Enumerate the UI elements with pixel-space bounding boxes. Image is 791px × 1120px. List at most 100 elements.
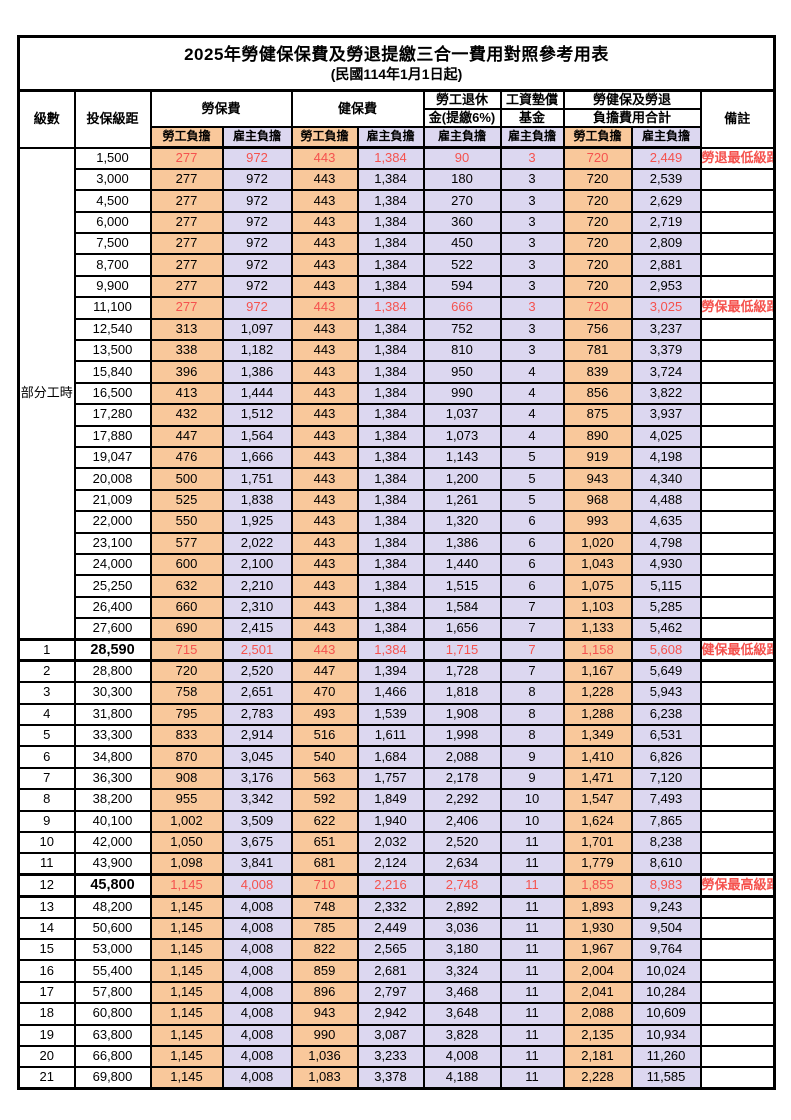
bracket-cell: 66,800 [73, 1044, 152, 1069]
value-cell: 1,145 [149, 937, 224, 962]
value-cell: 632 [149, 574, 224, 598]
table-row: 7,500 277 972 443 1,384 450 3 720 2,809 [19, 232, 776, 256]
value-cell: 11 [499, 980, 565, 1005]
value-cell: 2,520 [221, 659, 293, 684]
value-cell: 277 [149, 210, 224, 235]
value-cell: 1,384 [356, 338, 425, 363]
value-cell: 470 [290, 681, 359, 705]
remark-cell [699, 167, 776, 192]
table-row: 15 53,000 1,145 4,008 822 2,565 3,180 11 1,967 9,… [17, 937, 776, 962]
value-cell: 795 [149, 702, 224, 727]
bracket-cell: 19,047 [73, 445, 152, 470]
remark-cell [699, 317, 776, 342]
value-cell: 1,564 [221, 424, 293, 448]
value-cell: 2,178 [422, 766, 502, 791]
table-row: 26,400 660 2,310 443 1,384 1,584 7 1,103 5,285 [19, 595, 776, 620]
value-cell: 1,145 [149, 959, 224, 983]
value-cell: 1,384 [356, 232, 425, 256]
table-row: 10 42,000 1,050 3,675 651 2,032 2,520 11 1,701 8,… [17, 830, 776, 855]
value-cell: 10 [499, 809, 565, 834]
value-cell: 592 [290, 788, 359, 812]
value-cell: 720 [562, 232, 633, 256]
value-cell: 450 [422, 232, 502, 256]
value-cell: 3 [499, 146, 565, 170]
subheader-total-employee: 勞工負擔 [562, 126, 633, 149]
value-cell: 270 [422, 189, 502, 213]
value-cell: 338 [149, 338, 224, 363]
value-cell: 277 [149, 232, 224, 256]
value-cell: 3,468 [422, 980, 502, 1005]
level-cell: 12 [17, 873, 76, 898]
value-cell: 681 [290, 852, 359, 876]
value-cell: 896 [290, 980, 359, 1005]
value-cell: 1,145 [149, 1023, 224, 1047]
value-cell: 1,384 [356, 253, 425, 277]
value-cell: 990 [290, 1023, 359, 1047]
value-cell: 1,384 [356, 574, 425, 598]
value-cell: 2,520 [422, 830, 502, 855]
page-title: 2025年勞健保保費及勞退提繳三合一費用對照參考用表 [184, 44, 609, 64]
value-cell: 443 [290, 296, 359, 320]
remark-cell [699, 232, 776, 256]
value-cell: 4,798 [630, 531, 702, 555]
value-cell: 4,008 [221, 980, 293, 1005]
remark-cell: 勞保最低級距 [699, 296, 776, 320]
value-cell: 1,097 [221, 317, 293, 342]
value-cell: 4,198 [630, 445, 702, 470]
value-cell: 1,998 [422, 724, 502, 748]
value-cell: 413 [149, 381, 224, 406]
value-cell: 4,635 [630, 510, 702, 534]
bracket-cell: 7,500 [73, 232, 152, 256]
value-cell: 1,384 [356, 510, 425, 534]
remark-cell [699, 959, 776, 983]
value-cell: 972 [221, 189, 293, 213]
value-cell: 9 [499, 745, 565, 769]
value-cell: 3 [499, 232, 565, 256]
value-cell: 11 [499, 916, 565, 940]
value-cell: 7,493 [630, 788, 702, 812]
value-cell: 1,167 [562, 659, 633, 684]
value-cell: 4,008 [221, 1023, 293, 1047]
value-cell: 525 [149, 488, 224, 513]
value-cell: 1,584 [422, 595, 502, 620]
value-cell: 277 [149, 296, 224, 320]
value-cell: 1,384 [356, 403, 425, 427]
value-cell: 6 [499, 552, 565, 577]
subheader-row: 勞工負擔 雇主負擔 勞工負擔 雇主負擔 雇主負擔 雇主負擔 勞工負擔 雇主負擔 [19, 126, 775, 149]
value-cell: 1,908 [422, 702, 502, 727]
value-cell: 1,182 [221, 338, 293, 363]
remark-cell [699, 724, 776, 748]
value-cell: 5,943 [630, 681, 702, 705]
value-cell: 3,237 [630, 317, 702, 342]
value-cell: 1,930 [562, 916, 633, 940]
value-cell: 1,611 [356, 724, 425, 748]
table-row: 3,000 277 972 443 1,384 180 3 720 2,539 [19, 167, 776, 192]
table-row: 21 69,800 1,145 4,008 1,083 3,378 4,188 11 2,228… [17, 1066, 776, 1090]
table-row: 16 55,400 1,145 4,008 859 2,681 3,324 11 2,004 10… [17, 959, 776, 983]
value-cell: 856 [562, 381, 633, 406]
value-cell: 8 [499, 681, 565, 705]
value-cell: 1,384 [356, 488, 425, 513]
table-row: 24,000 600 2,100 443 1,384 1,440 6 1,043 4,930 [19, 552, 776, 577]
value-cell: 9,243 [630, 895, 702, 919]
bracket-cell: 24,000 [73, 552, 152, 577]
value-cell: 1,386 [221, 360, 293, 384]
value-cell: 1,384 [356, 617, 425, 641]
value-cell: 3 [499, 210, 565, 235]
remark-cell [699, 189, 776, 213]
value-cell: 7,865 [630, 809, 702, 834]
header-pension-line2: 金(提繳6%) [422, 108, 502, 128]
value-cell: 443 [290, 210, 359, 235]
bracket-cell: 42,000 [73, 830, 152, 855]
header-total-line1: 勞健保及勞退 [562, 89, 702, 110]
bracket-cell: 40,100 [73, 809, 152, 834]
value-cell: 8,610 [630, 852, 702, 876]
bracket-cell: 28,590 [73, 637, 152, 663]
subheader-pension-employer: 雇主負擔 [422, 126, 502, 149]
value-cell: 972 [221, 210, 293, 235]
value-cell: 690 [149, 617, 224, 641]
value-cell: 8 [499, 724, 565, 748]
value-cell: 1,940 [356, 809, 425, 834]
level-cell: 16 [17, 959, 76, 983]
remark-cell [699, 488, 776, 513]
